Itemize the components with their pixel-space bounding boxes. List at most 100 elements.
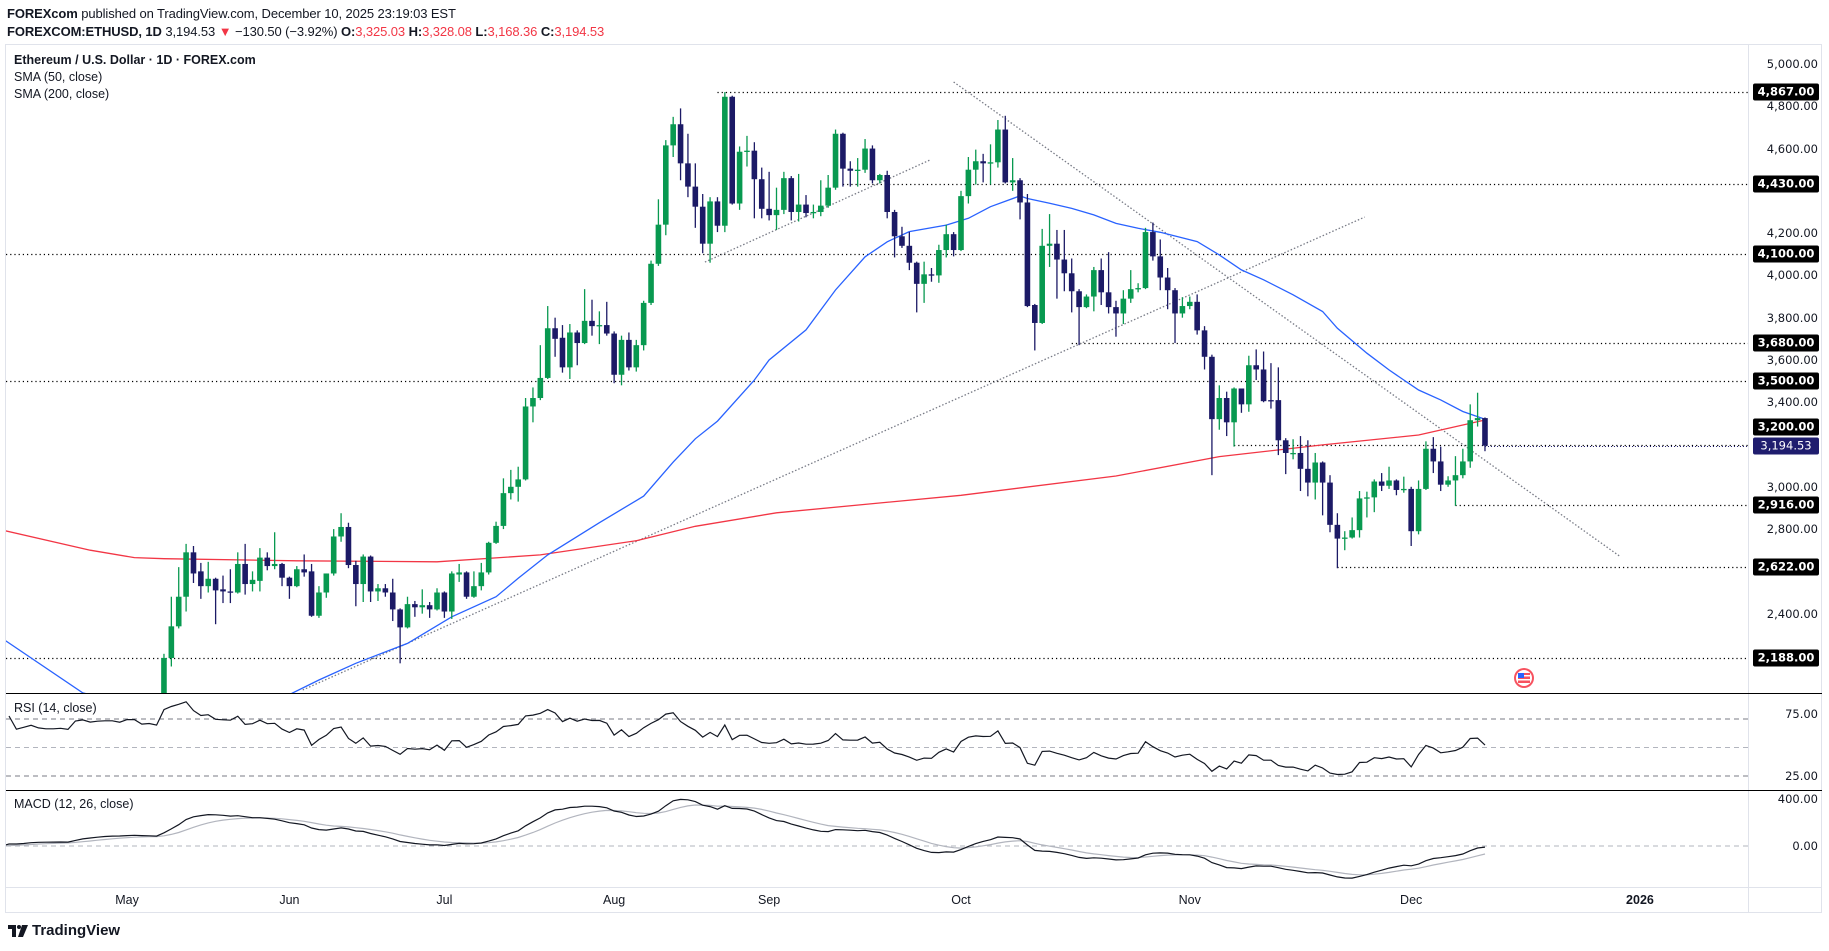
candle-bullish: [404, 596, 411, 629]
candle-body: [1157, 256, 1164, 278]
candle-bullish: [124, 726, 130, 745]
candle-body: [877, 174, 883, 181]
candle-bullish: [1386, 466, 1392, 489]
time-label: Nov: [1178, 893, 1201, 907]
candle-body: [375, 588, 381, 592]
level-label[interactable]: 4,430.00: [1753, 175, 1819, 193]
price-tick: 3,600.00: [1766, 352, 1818, 367]
publisher-name[interactable]: FOREXcom: [7, 6, 78, 21]
candle-body: [0, 793, 4, 810]
candle-body: [286, 577, 293, 587]
candle-bullish: [1135, 283, 1141, 293]
candle-bearish: [891, 209, 898, 258]
candle-body: [132, 732, 138, 733]
price-tick: 2,800.00: [1766, 522, 1818, 537]
candle-body: [1482, 418, 1488, 446]
candle-body: [168, 626, 175, 659]
level-label[interactable]: 3,200.00: [1753, 418, 1819, 436]
open-label: O:: [340, 24, 356, 39]
macd-pane[interactable]: [2, 798, 1748, 879]
candle-body: [367, 556, 374, 592]
candle-bearish: [1024, 194, 1031, 308]
candle-body: [928, 274, 935, 276]
candle-bearish: [36, 774, 42, 789]
candle-body: [264, 557, 271, 567]
candle-body: [670, 124, 676, 146]
candle-body: [412, 604, 418, 608]
symbol-legend[interactable]: Ethereum / U.S. Dollar · 1D · FOREX.com: [14, 53, 256, 67]
rsi-pane[interactable]: [6, 701, 1748, 777]
candle-bullish: [1216, 385, 1223, 430]
candle-bullish: [825, 174, 831, 208]
candle-bearish: [308, 563, 315, 617]
candle-bullish: [1452, 456, 1459, 506]
candle-body: [825, 187, 831, 206]
level-label[interactable]: 2,622.00: [1753, 558, 1819, 576]
candle-bearish: [1157, 239, 1164, 291]
candle-body: [663, 145, 669, 225]
candle-body: [995, 129, 1001, 163]
price-tick: 3,000.00: [1766, 479, 1818, 494]
candle-bullish: [618, 335, 625, 386]
candle-bullish: [102, 734, 108, 745]
us-flag-icon[interactable]: [1514, 668, 1534, 688]
candle-body: [1253, 365, 1259, 370]
macd-legend[interactable]: MACD (12, 26, close): [14, 797, 134, 811]
candle-body: [1238, 388, 1245, 405]
candle-body: [581, 320, 588, 344]
macd-signal-line: [6, 804, 1486, 876]
candle-bullish: [508, 469, 514, 500]
candle-bearish: [803, 195, 809, 218]
price-tick: 2,400.00: [1766, 606, 1818, 621]
candle-body: [936, 250, 942, 276]
price-change: −130.50 (−3.92%): [234, 24, 338, 39]
rsi-tick-75: 75.00: [1785, 707, 1818, 721]
candle-body: [338, 526, 344, 537]
candle-bearish: [869, 145, 876, 184]
candle-bearish: [1076, 289, 1082, 346]
candle-body: [1312, 462, 1319, 483]
tradingview-logo[interactable]: TradingView: [8, 922, 120, 939]
candle-bullish: [1120, 290, 1127, 325]
candle-bullish: [707, 197, 713, 263]
candle-bearish: [611, 331, 617, 384]
candle-bullish: [168, 596, 175, 667]
low-value: 3,168.36: [487, 24, 538, 39]
sma50-legend[interactable]: SMA (50, close): [14, 70, 103, 84]
candle-bullish: [1401, 476, 1407, 493]
candle-body: [65, 785, 71, 787]
candle-bullish: [456, 563, 462, 582]
level-label[interactable]: 3,680.00: [1753, 334, 1819, 352]
candle-body: [316, 592, 322, 616]
candle-bullish: [670, 116, 676, 158]
level-label[interactable]: 4,100.00: [1753, 245, 1819, 263]
candle-body: [891, 211, 898, 237]
candle-body: [1120, 298, 1127, 314]
level-label[interactable]: 3,500.00: [1753, 372, 1819, 390]
candle-bearish: [1275, 367, 1282, 456]
candle-bullish: [50, 783, 56, 791]
candle-body: [840, 133, 846, 169]
candle-bearish: [1194, 294, 1200, 335]
candle-bearish: [1172, 288, 1178, 344]
level-label[interactable]: 2,188.00: [1753, 649, 1819, 667]
sma200-legend[interactable]: SMA (200, close): [14, 87, 110, 101]
candle-bearish: [1068, 258, 1075, 313]
candle-body: [271, 563, 278, 567]
candle-bullish: [832, 129, 839, 190]
candle-body: [987, 162, 994, 164]
candle-bullish: [132, 728, 138, 741]
level-label[interactable]: 2,916.00: [1753, 496, 1819, 514]
candle-body: [1002, 129, 1009, 183]
candle-body: [212, 578, 219, 591]
candle-body: [249, 579, 256, 585]
candle-body: [1371, 481, 1378, 498]
candle-body: [14, 768, 20, 800]
close-value: 3,194.53: [554, 24, 605, 39]
candle-bearish: [1327, 475, 1333, 533]
price-pane[interactable]: [0, 81, 1748, 825]
level-label[interactable]: 4,867.00: [1753, 83, 1819, 101]
candle-body: [699, 206, 706, 244]
rsi-legend[interactable]: RSI (14, close): [14, 701, 97, 715]
